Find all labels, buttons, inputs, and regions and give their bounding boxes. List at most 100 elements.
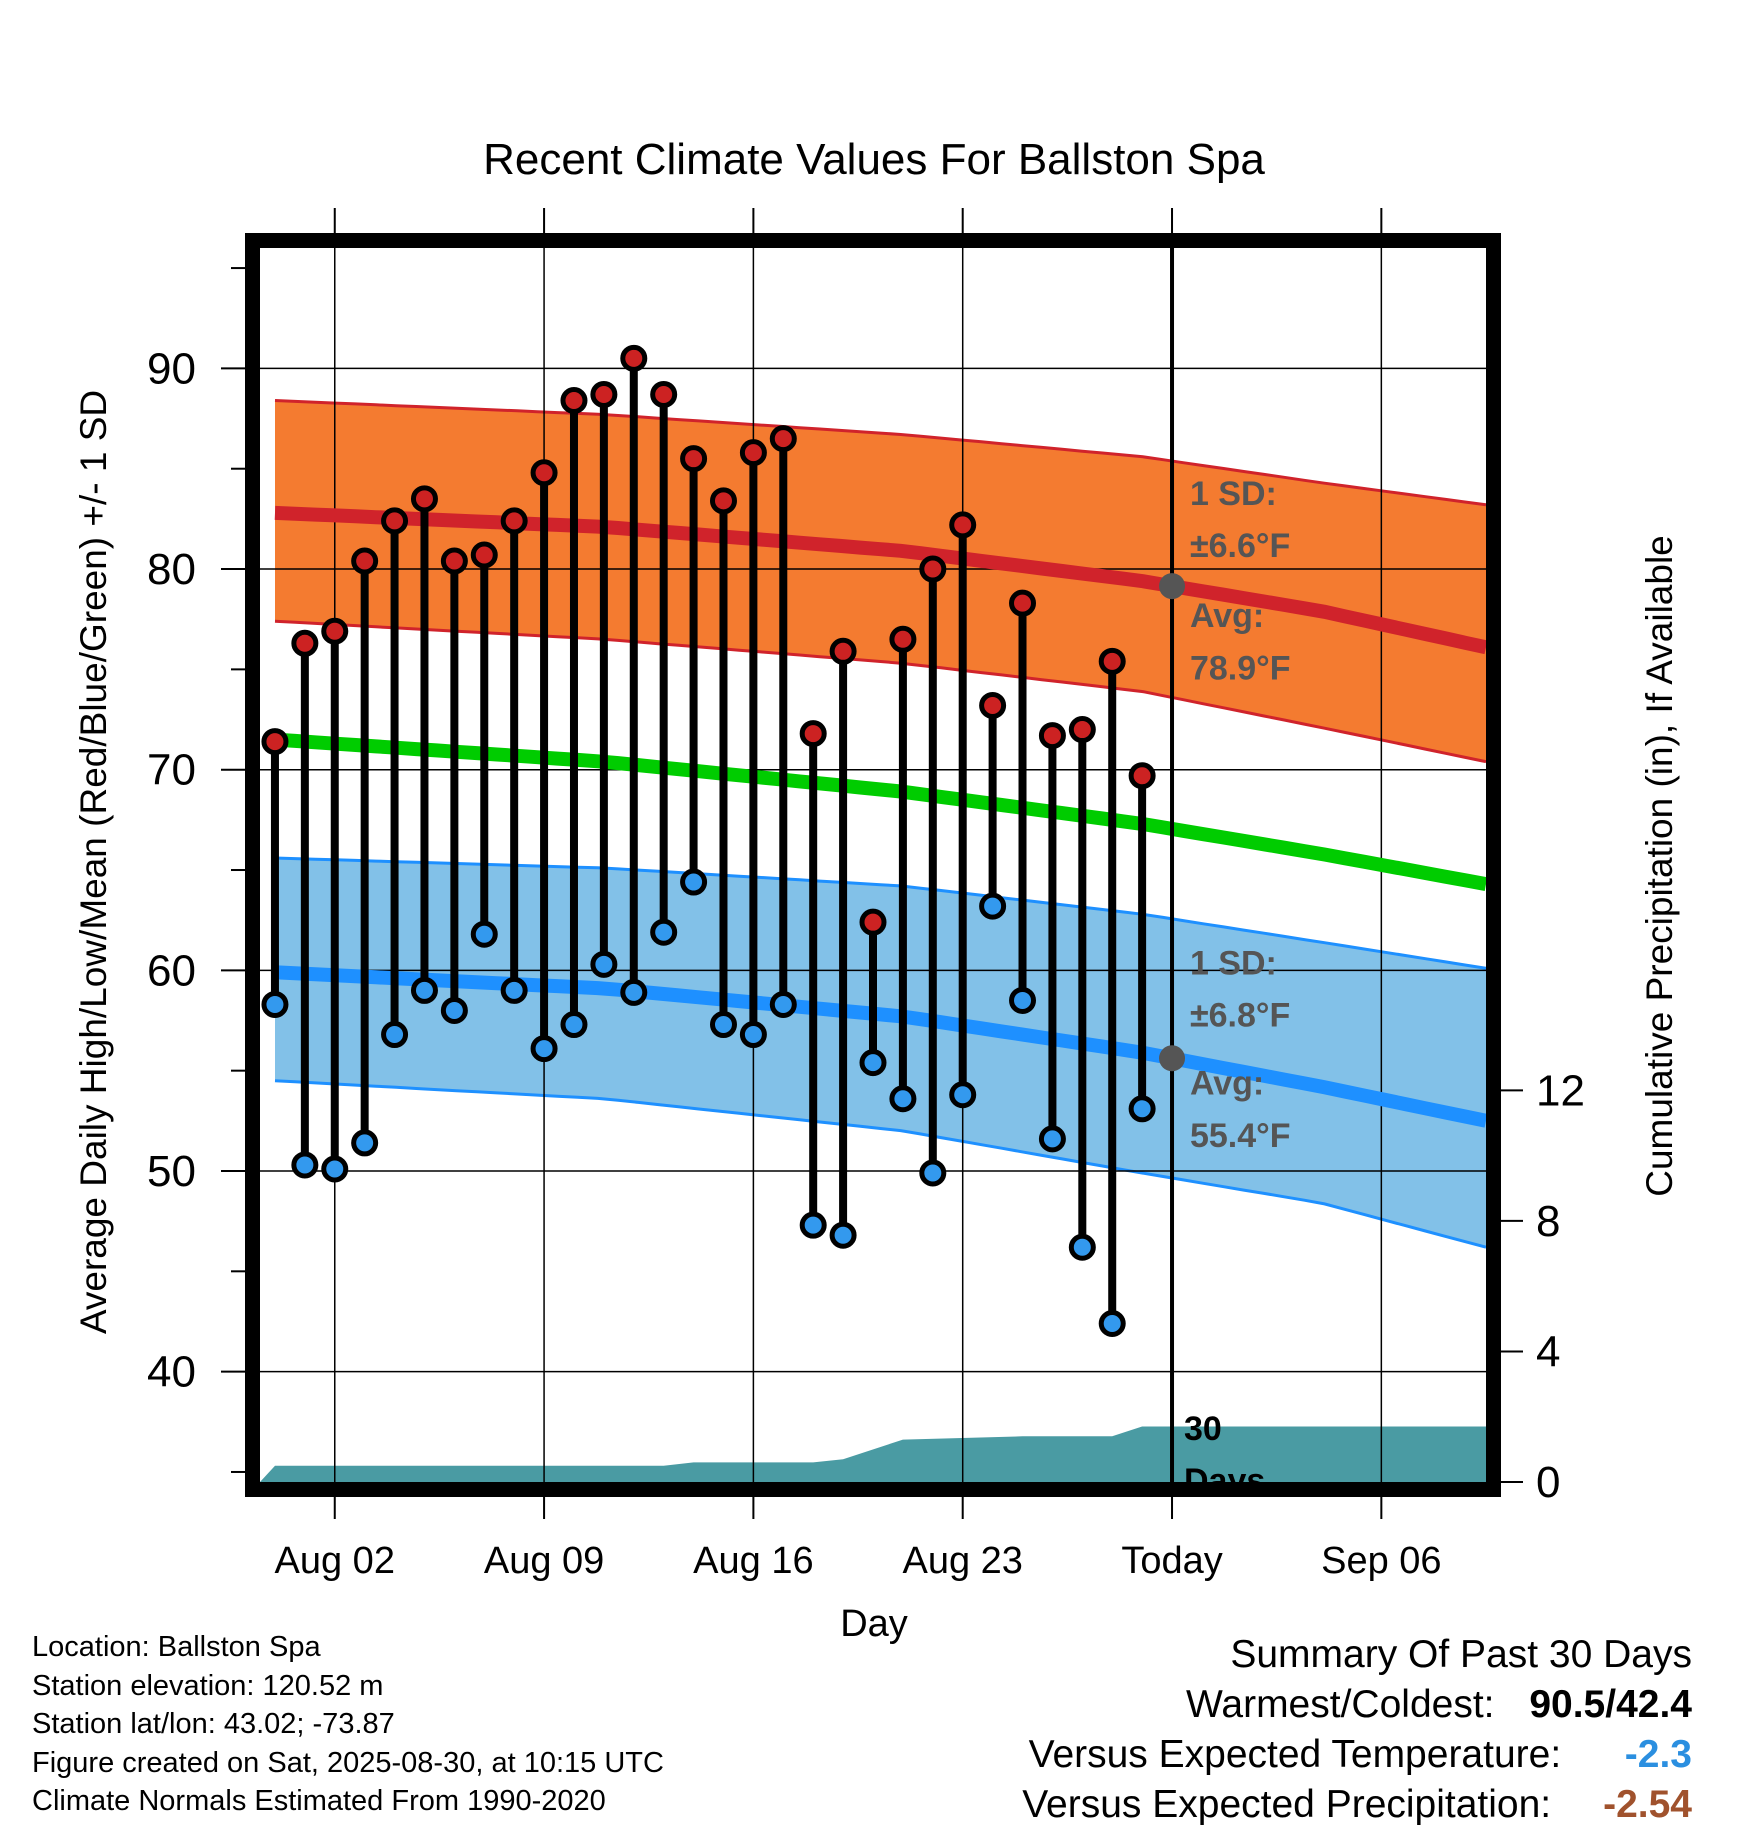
days-count-label: 30 [1184,1410,1222,1448]
high-point [680,445,708,473]
high-point [410,485,438,513]
low-point [620,978,648,1006]
location-text: Location: Ballston Spa [32,1631,321,1663]
low-sd-value: ±6.8°F [1190,997,1290,1035]
low-point [291,1151,319,1179]
high-point [440,547,468,575]
high-point [829,637,857,665]
high-point [530,459,558,487]
high-point [1128,762,1156,790]
low-point [829,1221,857,1249]
high-point [859,908,887,936]
x-tick-label-2: Aug 16 [693,1540,813,1582]
low-point [709,1011,737,1039]
low-point [1068,1233,1096,1261]
high-point [979,691,1007,719]
versus-precip-value: -2.54 [1603,1783,1692,1826]
chart-title: Recent Climate Values For Ballston Spa [483,135,1265,184]
days-unit-label: Days [1184,1462,1265,1500]
y2-tick-label-0: 0 [1536,1458,1560,1507]
high-point [769,425,797,453]
today-low-avg-marker [1159,1045,1186,1072]
y2-tick-label-12: 12 [1536,1066,1585,1115]
high-sd-value: ±6.6°F [1190,527,1290,565]
high-point [351,547,379,575]
high-point [620,344,648,372]
y-tick-label-80: 80 [147,545,196,594]
low-point [799,1211,827,1239]
low-point [889,1085,917,1113]
versus-precip-label: Versus Expected Precipitation: [1022,1783,1552,1826]
low-point [949,1081,977,1109]
low-point [410,976,438,1004]
high-avg-label: Avg: [1190,597,1264,635]
high-point [470,541,498,569]
low-point [739,1021,767,1049]
low-point [500,976,528,1004]
high-avg-line [274,505,1486,655]
high-sd-lower-edge [274,619,1486,764]
y-tick-label-60: 60 [147,946,196,995]
summary-heading: Summary Of Past 30 Days [1230,1633,1692,1676]
low-point [381,1021,409,1049]
low-avg-line [274,965,1486,1128]
plot-frame [245,233,1501,1497]
high-point [1068,716,1096,744]
x-tick-label-3: Aug 23 [902,1540,1022,1582]
y-tick-label-50: 50 [147,1147,196,1196]
y-tick-label-40: 40 [147,1348,196,1397]
warmest-coldest-value: 90.5/42.4 [1529,1683,1692,1726]
high-point [321,617,349,645]
high-point [919,555,947,583]
low-point [351,1129,379,1157]
summary-precip-row: Versus Expected Precipitation: -2.54 [1022,1780,1692,1830]
high-point [1098,647,1126,675]
summary-panel: Summary Of Past 30 Days Warmest/Coldest:… [1022,1630,1692,1830]
high-point [1038,722,1066,750]
x-tick-label-4: Today [1121,1540,1222,1582]
elevation-text: Station elevation: 120.52 m [32,1669,384,1702]
high-point [560,386,588,414]
low-point [261,990,289,1018]
summary-temp-row: Versus Expected Temperature: -2.3 [1022,1730,1692,1780]
created-text: Figure created on Sat, 2025-08-30, at 10… [32,1746,664,1779]
low-sd-lower-edge [274,1079,1486,1249]
latlon-text: Station lat/lon: 43.02; -73.87 [32,1708,395,1740]
low-point [650,918,678,946]
low-point [530,1035,558,1063]
high-point [381,507,409,535]
low-avg-label: Avg: [1190,1065,1264,1103]
y-tick-label-70: 70 [147,746,196,795]
low-point [1128,1095,1156,1123]
low-point [560,1011,588,1039]
station-info: Location: Ballston Spa Station elevation… [32,1628,664,1821]
low-point [859,1049,887,1077]
plot-content: 1 SD: ±6.6°F Avg: 78.9°F 1 SD: ±6.8°F Avg: 55.4… [260,248,1486,1500]
low-point [321,1155,349,1183]
low-sd-upper-edge [274,856,1486,970]
x-tick-label-5: Sep 06 [1321,1540,1441,1582]
low-point [470,920,498,948]
high-point [590,380,618,408]
versus-temp-label: Versus Expected Temperature: [1028,1733,1562,1776]
high-point [1009,589,1037,617]
high-avg-value: 78.9°F [1190,649,1291,687]
y-tick-label-90: 90 [147,344,196,393]
low-point [979,892,1007,920]
low-point [1098,1309,1126,1337]
high-point [709,487,737,515]
plot-area: 1 SD: ±6.6°F Avg: 78.9°F 1 SD: ±6.8°F Avg: 55.4… [147,208,1585,1582]
y2-axis-label: Cumulative Precipitation (in), If Availa… [1639,535,1680,1197]
x-axis-label: Day [840,1603,908,1645]
low-point [680,868,708,896]
high-sd-upper-edge [274,399,1486,507]
high-point [949,511,977,539]
normals-text: Climate Normals Estimated From 1990-2020 [32,1785,606,1817]
precip-area [260,1426,1486,1482]
high-point [261,728,289,756]
y2-tick-label-4: 4 [1536,1327,1560,1376]
y-axis-label: Average Daily High/Low/Mean (Red/Blue/Gr… [73,390,114,1334]
x-tick-label-0: Aug 02 [275,1540,395,1582]
low-avg-value: 55.4°F [1190,1117,1291,1155]
